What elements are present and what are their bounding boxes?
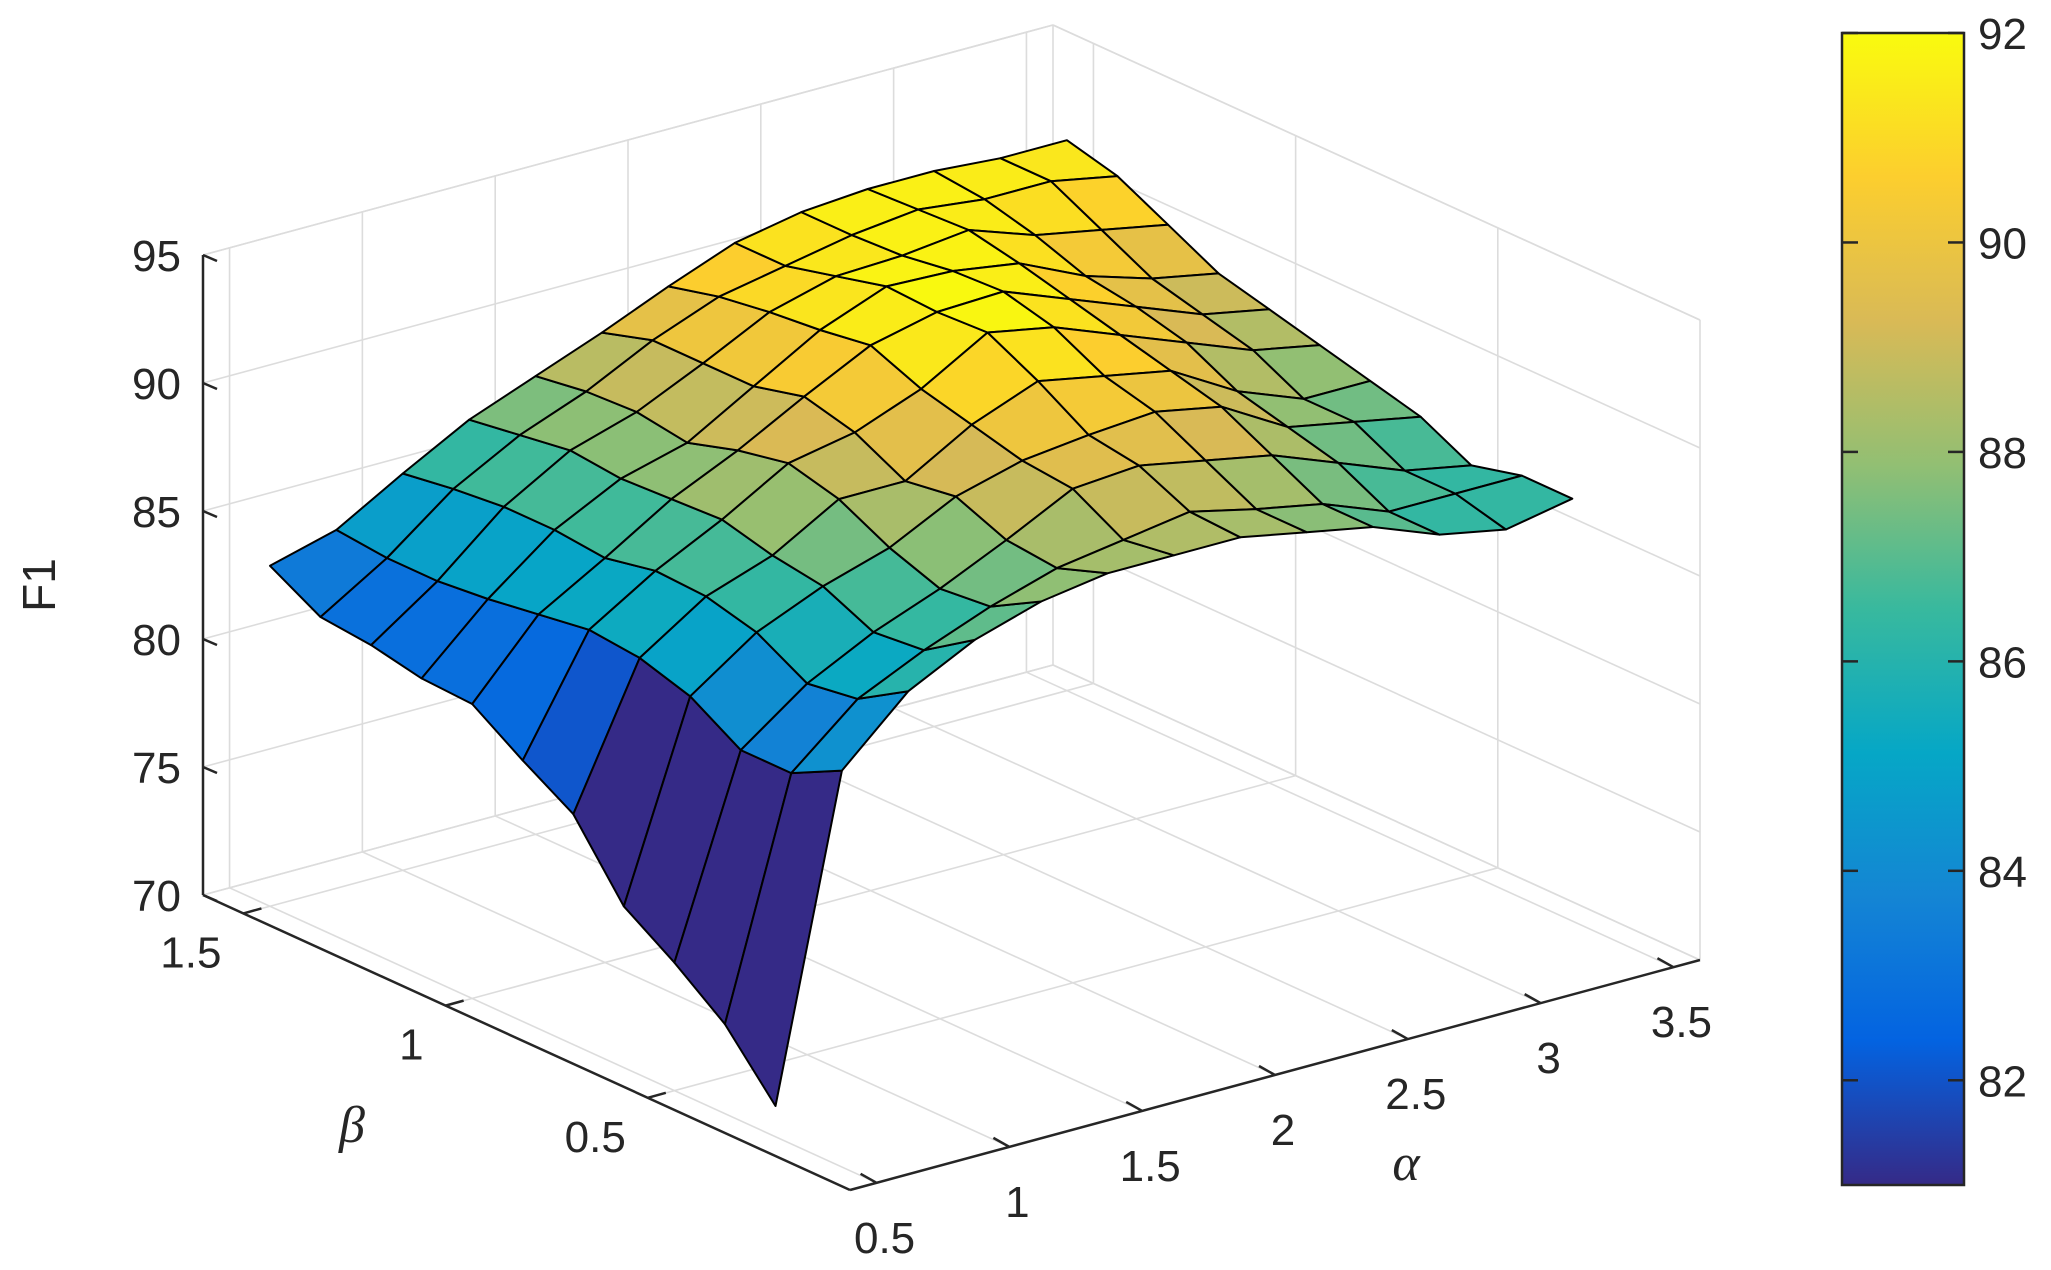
colorbar: 82 84 86 88 90 92 [1840, 10, 2027, 1187]
grid-x-floor-6 [1026, 671, 1674, 968]
colorbar-tick-label-1: 84 [1978, 848, 2027, 897]
y-tick-label-0: 0.5 [565, 1113, 626, 1162]
z-tick-0 [202, 893, 218, 903]
grid-x-floor-5 [893, 707, 1541, 1004]
z-tick-2 [202, 637, 218, 647]
grid-z-line-side-1 [1052, 536, 1701, 833]
colorbar-tick-label-5: 92 [1978, 10, 2027, 59]
z-tick-5 [202, 253, 218, 263]
colorbar-tick-label-2: 86 [1978, 638, 2027, 687]
z-tick-label-3: 85 [132, 488, 181, 537]
x-tick-label-1: 1 [1005, 1178, 1029, 1227]
y-tick-label-1: 1 [399, 1021, 423, 1070]
grid-y-floor-0 [647, 867, 1499, 1099]
x-tick-0 [859, 1172, 878, 1184]
box-edge-2 [1052, 24, 1701, 321]
z-axis-label: F1 [13, 558, 65, 612]
surface-patch-9-11 [1454, 474, 1574, 531]
x-tick-4 [1391, 1028, 1409, 1041]
colorbar-tick-label-4: 90 [1978, 219, 2027, 268]
colorbar-gradient [1840, 31, 1966, 1187]
x-axis-label: α [1392, 1135, 1421, 1192]
surface-layer [269, 139, 1574, 1107]
box-edge-1 [202, 24, 1054, 256]
x-tick-3 [1258, 1064, 1276, 1077]
x-tick-label-5: 3 [1536, 1034, 1560, 1083]
axis-layer: 70 75 80 85 90 95 0.5 1 1.5 0.5 1 1.5 2 2.5 3 3.5 [132, 232, 1712, 1263]
z-tick-label-5: 95 [132, 232, 181, 281]
grid-x-floor-4 [760, 743, 1409, 1040]
grid-y-floor-1 [445, 774, 1296, 1007]
grid-x-floor-1 [362, 851, 1010, 1148]
colorbar-tick-label-0: 82 [1978, 1057, 2027, 1106]
x-tick-6 [1656, 957, 1675, 969]
z-tick-label-4: 90 [132, 360, 181, 409]
colorbar-tick-label-3: 88 [1978, 429, 2027, 478]
x-tick-1 [992, 1136, 1010, 1148]
z-tick-label-2: 80 [132, 616, 181, 665]
x-tick-label-0: 0.5 [854, 1214, 915, 1263]
z-tick-label-1: 75 [132, 744, 181, 793]
y-tick-0 [647, 1091, 667, 1100]
z-tick-3 [202, 509, 218, 519]
x-tick-label-6: 3.5 [1651, 998, 1712, 1047]
x-tick-label-3: 2 [1271, 1106, 1295, 1155]
grid-x-floor-0 [229, 887, 877, 1184]
x-tick-2 [1125, 1100, 1143, 1113]
y-axis-line [202, 893, 851, 1192]
x-tick-label-2: 1.5 [1120, 1142, 1181, 1191]
label-layer: F1 β α [13, 558, 1421, 1192]
y-tick-2 [243, 907, 262, 915]
y-axis-label: β [338, 1097, 365, 1154]
grid-z-line-side-4 [1052, 152, 1701, 449]
y-tick-1 [445, 999, 464, 1007]
z-tick-4 [202, 381, 218, 391]
z-tick-label-0: 70 [132, 872, 181, 921]
x-tick-label-4: 2.5 [1385, 1070, 1446, 1119]
x-tick-5 [1524, 993, 1542, 1005]
y-tick-label-2: 1.5 [160, 928, 221, 977]
box-edge-3 [1052, 664, 1701, 961]
z-tick-1 [202, 765, 218, 775]
